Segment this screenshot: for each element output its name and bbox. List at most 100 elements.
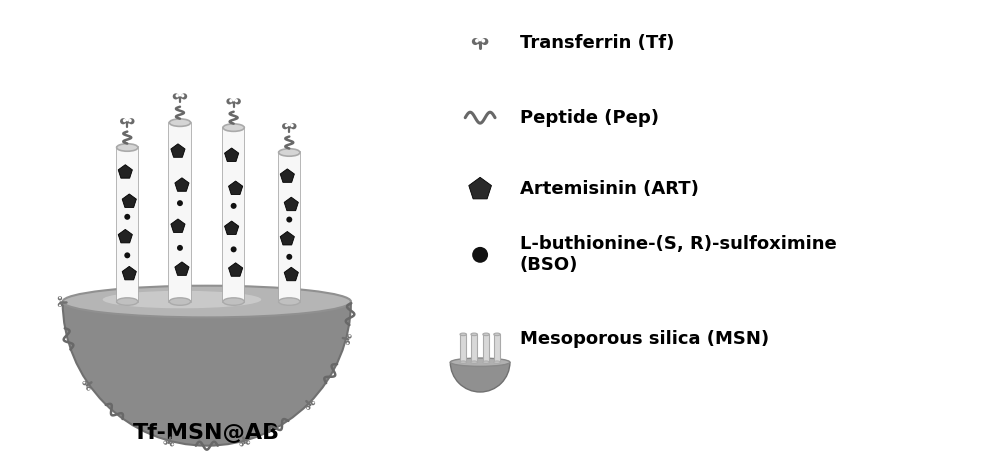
Polygon shape — [171, 144, 185, 157]
Circle shape — [124, 214, 130, 220]
Circle shape — [70, 165, 344, 438]
Bar — [483, 335, 489, 362]
Circle shape — [59, 304, 61, 307]
Circle shape — [173, 93, 179, 100]
Circle shape — [192, 287, 221, 316]
Polygon shape — [175, 262, 189, 276]
Circle shape — [128, 118, 135, 124]
Bar — [135, 148, 138, 302]
Circle shape — [99, 193, 315, 409]
Circle shape — [229, 99, 233, 102]
Bar — [33, 8, 381, 302]
Bar — [241, 128, 244, 302]
Circle shape — [77, 172, 336, 431]
Ellipse shape — [494, 361, 500, 363]
Circle shape — [156, 251, 257, 352]
Bar — [494, 335, 500, 362]
Polygon shape — [229, 181, 243, 195]
Polygon shape — [280, 232, 294, 245]
Polygon shape — [118, 229, 132, 243]
Polygon shape — [122, 194, 136, 207]
Ellipse shape — [117, 298, 138, 305]
Circle shape — [58, 296, 62, 300]
Bar — [297, 153, 300, 302]
Bar — [117, 148, 138, 302]
Circle shape — [63, 157, 351, 446]
Circle shape — [290, 124, 294, 127]
Bar — [169, 122, 172, 302]
Circle shape — [347, 342, 349, 345]
Circle shape — [128, 119, 132, 122]
Polygon shape — [225, 148, 239, 161]
Circle shape — [84, 179, 329, 424]
Circle shape — [128, 222, 286, 381]
Circle shape — [472, 247, 488, 263]
Circle shape — [181, 94, 184, 97]
Circle shape — [282, 123, 288, 129]
Circle shape — [163, 441, 168, 445]
Circle shape — [106, 201, 308, 403]
Ellipse shape — [169, 298, 191, 305]
Circle shape — [311, 401, 315, 405]
Circle shape — [58, 303, 62, 307]
Circle shape — [235, 98, 241, 105]
Circle shape — [226, 98, 233, 105]
Circle shape — [59, 297, 61, 299]
Circle shape — [178, 273, 236, 330]
Ellipse shape — [130, 224, 194, 269]
Text: Peptide (Pep): Peptide (Pep) — [520, 109, 659, 127]
Circle shape — [142, 237, 272, 367]
Circle shape — [231, 203, 237, 209]
Bar — [460, 335, 466, 362]
Circle shape — [285, 124, 288, 127]
Circle shape — [177, 245, 183, 251]
Ellipse shape — [494, 333, 500, 335]
Polygon shape — [284, 267, 298, 281]
Circle shape — [149, 244, 264, 359]
Circle shape — [171, 266, 243, 338]
Circle shape — [170, 442, 174, 446]
Circle shape — [181, 93, 187, 100]
Polygon shape — [175, 178, 189, 191]
Bar — [471, 335, 477, 362]
Circle shape — [63, 157, 351, 446]
Polygon shape — [225, 221, 239, 234]
Polygon shape — [122, 266, 136, 280]
Circle shape — [286, 217, 292, 223]
Ellipse shape — [463, 346, 481, 358]
Circle shape — [239, 442, 244, 446]
Ellipse shape — [63, 286, 351, 318]
Ellipse shape — [460, 361, 466, 363]
Polygon shape — [171, 219, 185, 233]
Bar — [223, 128, 244, 301]
Circle shape — [450, 332, 510, 392]
Circle shape — [290, 123, 297, 129]
Circle shape — [120, 215, 293, 388]
Ellipse shape — [483, 333, 489, 335]
Circle shape — [177, 200, 183, 206]
Circle shape — [135, 229, 279, 374]
Ellipse shape — [471, 333, 477, 335]
Circle shape — [248, 441, 250, 443]
Ellipse shape — [471, 361, 477, 363]
Ellipse shape — [117, 144, 138, 151]
Bar — [223, 128, 244, 302]
Bar — [440, 283, 520, 362]
Ellipse shape — [223, 124, 244, 131]
Circle shape — [83, 382, 85, 384]
Ellipse shape — [460, 333, 466, 335]
Circle shape — [86, 386, 91, 391]
Circle shape — [123, 119, 126, 122]
Circle shape — [307, 407, 309, 409]
Ellipse shape — [103, 291, 261, 308]
Polygon shape — [118, 165, 132, 178]
Circle shape — [164, 441, 166, 443]
Ellipse shape — [279, 298, 300, 305]
Bar — [279, 153, 300, 301]
Circle shape — [481, 38, 488, 45]
Polygon shape — [229, 263, 243, 276]
Circle shape — [312, 402, 315, 404]
Circle shape — [481, 39, 485, 43]
Circle shape — [346, 340, 350, 345]
Ellipse shape — [169, 119, 191, 127]
